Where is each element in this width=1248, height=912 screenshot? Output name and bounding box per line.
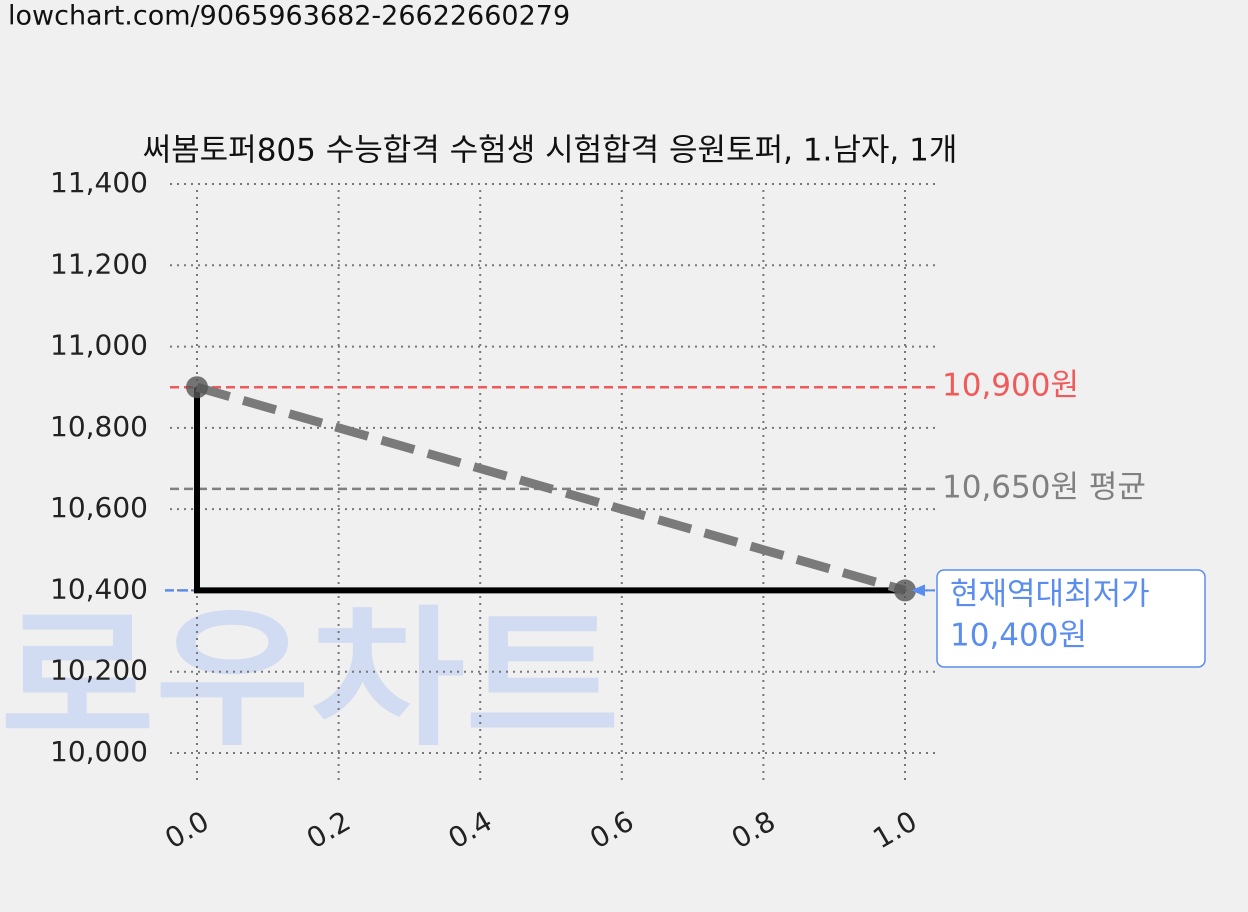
line-series	[194, 387, 905, 594]
reference-label: 10,900원	[942, 368, 1079, 404]
point	[186, 376, 208, 399]
watermark: 로우차트	[0, 593, 620, 767]
annotation-text: 10,400원	[950, 618, 1087, 654]
y-tick-label: 10,400	[50, 572, 148, 605]
line-series	[195, 382, 907, 595]
annotation-box	[936, 569, 1206, 668]
y-tick-label: 10,800	[50, 410, 148, 443]
y-tick-label: 11,200	[50, 247, 148, 280]
y-tick-label: 10,200	[50, 654, 148, 687]
chart-title: 써봄토퍼805 수능합격 수험생 시험합격 응원토퍼, 1.남자, 1개	[143, 133, 958, 169]
url: lowchart.com/9065963682-26622660279	[8, 1, 570, 32]
y-tick-label: 11,400	[50, 166, 148, 199]
reference-label: 10,650원 평균	[942, 469, 1146, 505]
y-tick-label: 10,600	[50, 491, 148, 524]
y-tick-label: 11,000	[50, 329, 148, 362]
annotation-arrowhead	[911, 584, 925, 597]
point	[894, 579, 916, 602]
annotation-text: 현재역대최저가	[950, 577, 1150, 613]
y-tick-label: 10,000	[50, 735, 148, 768]
